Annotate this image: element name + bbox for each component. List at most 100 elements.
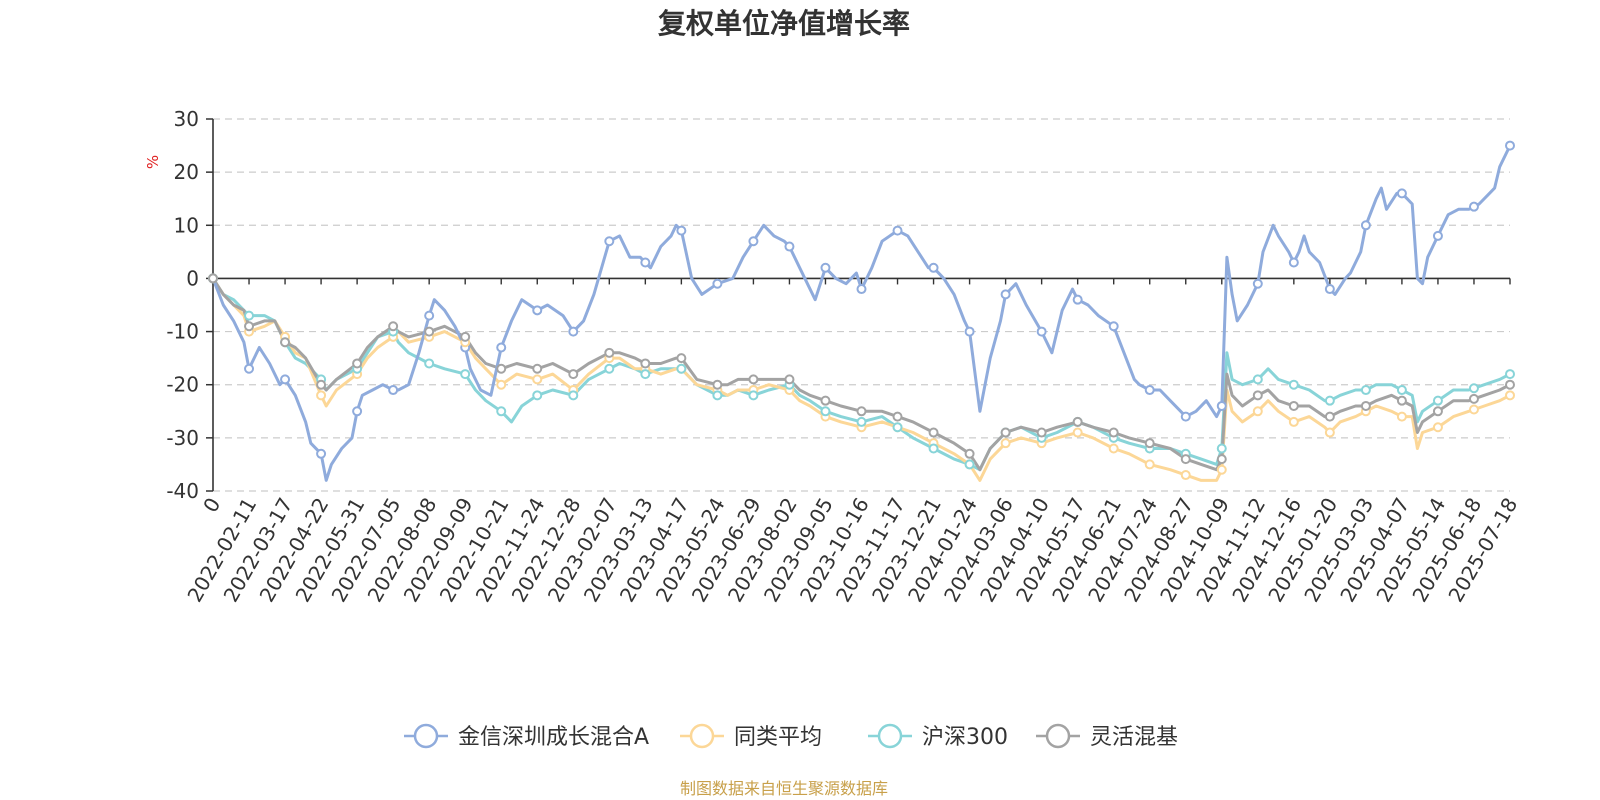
series-marker-0 (1432, 230, 1443, 241)
y-tick-label: 10 (174, 213, 199, 237)
series-marker-1 (316, 390, 327, 401)
legend-label: 金信深圳成长混合A (458, 725, 649, 750)
series-marker-2 (1505, 369, 1515, 380)
series-marker-2 (748, 390, 759, 401)
series-marker-0 (244, 363, 255, 374)
series-marker-0 (604, 236, 615, 247)
series-marker-1 (1180, 470, 1191, 481)
series-marker-2 (892, 422, 903, 433)
legend-item-3[interactable]: 灵活混基 (1036, 723, 1178, 750)
series-marker-1 (1396, 411, 1407, 422)
legend-marker (689, 723, 715, 749)
y-tick-label: -20 (166, 373, 199, 397)
series-marker-0 (1036, 326, 1047, 337)
series-marker-3 (640, 358, 651, 369)
series-marker-2 (568, 390, 579, 401)
series-marker-2 (820, 406, 831, 417)
series-marker-1 (1252, 406, 1263, 417)
series-marker-0 (1288, 257, 1299, 268)
series-marker-0 (388, 385, 399, 396)
series-marker-0 (1180, 411, 1191, 422)
y-tick-label: 20 (174, 160, 199, 184)
axes (206, 118, 1511, 492)
series-line-3 (211, 276, 1512, 472)
series-marker-0 (1324, 284, 1335, 295)
series-marker-0 (352, 406, 363, 417)
series-marker-1 (532, 374, 543, 385)
y-tick-label: -10 (166, 320, 199, 344)
series-marker-3 (928, 427, 939, 438)
series-marker-3 (1072, 416, 1083, 427)
series-marker-2 (1360, 385, 1371, 396)
series-marker-2 (1216, 443, 1227, 454)
series-line-2 (211, 276, 1512, 472)
legend[interactable]: 金信深圳成长混合A 同类平均 沪深300 灵活混基 (404, 723, 1178, 750)
legend-label: 同类平均 (734, 725, 822, 750)
series-marker-2 (856, 416, 867, 427)
legend-item-2[interactable]: 沪深300 (868, 723, 1008, 750)
series-marker-0 (1108, 321, 1119, 332)
y-tick-label: 30 (174, 107, 199, 131)
series-marker-0 (1252, 278, 1263, 289)
series-marker-0 (748, 236, 759, 247)
series-marker-3 (748, 374, 759, 385)
series-marker-0 (1144, 385, 1155, 396)
series-marker-3 (280, 337, 291, 348)
series-marker-3 (532, 363, 543, 374)
series-marker-0 (964, 326, 975, 337)
series-marker-0 (928, 262, 939, 273)
series-marker-2 (640, 369, 651, 380)
series-marker-3 (1108, 427, 1119, 438)
series-marker-0 (820, 262, 831, 273)
legend-item-1[interactable]: 同类平均 (680, 723, 822, 750)
series-marker-0 (892, 225, 903, 236)
series-marker-3 (964, 448, 975, 459)
series-marker-2 (460, 369, 471, 380)
x-tick-labels: 02022-02-112022-03-172022-04-222022-05-3… (182, 494, 1522, 607)
series-marker-3 (208, 273, 218, 284)
series-marker-3 (892, 411, 903, 422)
series-marker-3 (352, 358, 363, 369)
chart-title: 复权单位净值增长率 (658, 7, 910, 40)
series-marker-2 (1432, 395, 1443, 406)
series-marker-3 (1288, 400, 1299, 411)
series-marker-3 (820, 395, 831, 406)
legend-marker (413, 723, 439, 749)
y-tick-labels: 30 20 10 0 -10 -20 -30 -40 (166, 107, 199, 503)
series-marker-2 (964, 459, 975, 470)
series-marker-3 (568, 369, 579, 380)
series-marker-3 (316, 379, 327, 390)
series-marker-2 (244, 310, 255, 321)
gridlines (213, 118, 1510, 492)
legend-label: 灵活混基 (1090, 725, 1178, 750)
series-marker-2 (1252, 374, 1263, 385)
series-marker-0 (856, 284, 867, 295)
series-marker-3 (460, 331, 471, 342)
series-marker-0 (424, 310, 435, 321)
series-marker-0 (1360, 220, 1371, 231)
series-marker-2 (1396, 385, 1407, 396)
series-marker-2 (1468, 383, 1479, 394)
series-marker-0 (676, 225, 687, 236)
series-marker-1 (1000, 438, 1011, 449)
series-marker-3 (1360, 400, 1371, 411)
series-marker-3 (1216, 454, 1227, 465)
series-marker-3 (784, 374, 795, 385)
series-marker-3 (1468, 393, 1479, 404)
series-marker-1 (1072, 427, 1083, 438)
series-marker-1 (1468, 404, 1479, 415)
y-tick-label: 0 (186, 266, 199, 290)
series-marker-3 (856, 406, 867, 417)
series-marker-0 (640, 257, 651, 268)
series-marker-3 (604, 347, 615, 358)
legend-item-0[interactable]: 金信深圳成长混合A (404, 723, 649, 750)
series-marker-2 (424, 358, 435, 369)
series-marker-3 (1324, 411, 1335, 422)
series-marker-0 (568, 326, 579, 337)
legend-marker (1045, 723, 1071, 749)
series-marker-0 (532, 305, 543, 316)
x-tick-label: 0 (198, 494, 225, 517)
series-marker-3 (1000, 427, 1011, 438)
series-marker-3 (1432, 406, 1443, 417)
series-marker-1 (1288, 416, 1299, 427)
